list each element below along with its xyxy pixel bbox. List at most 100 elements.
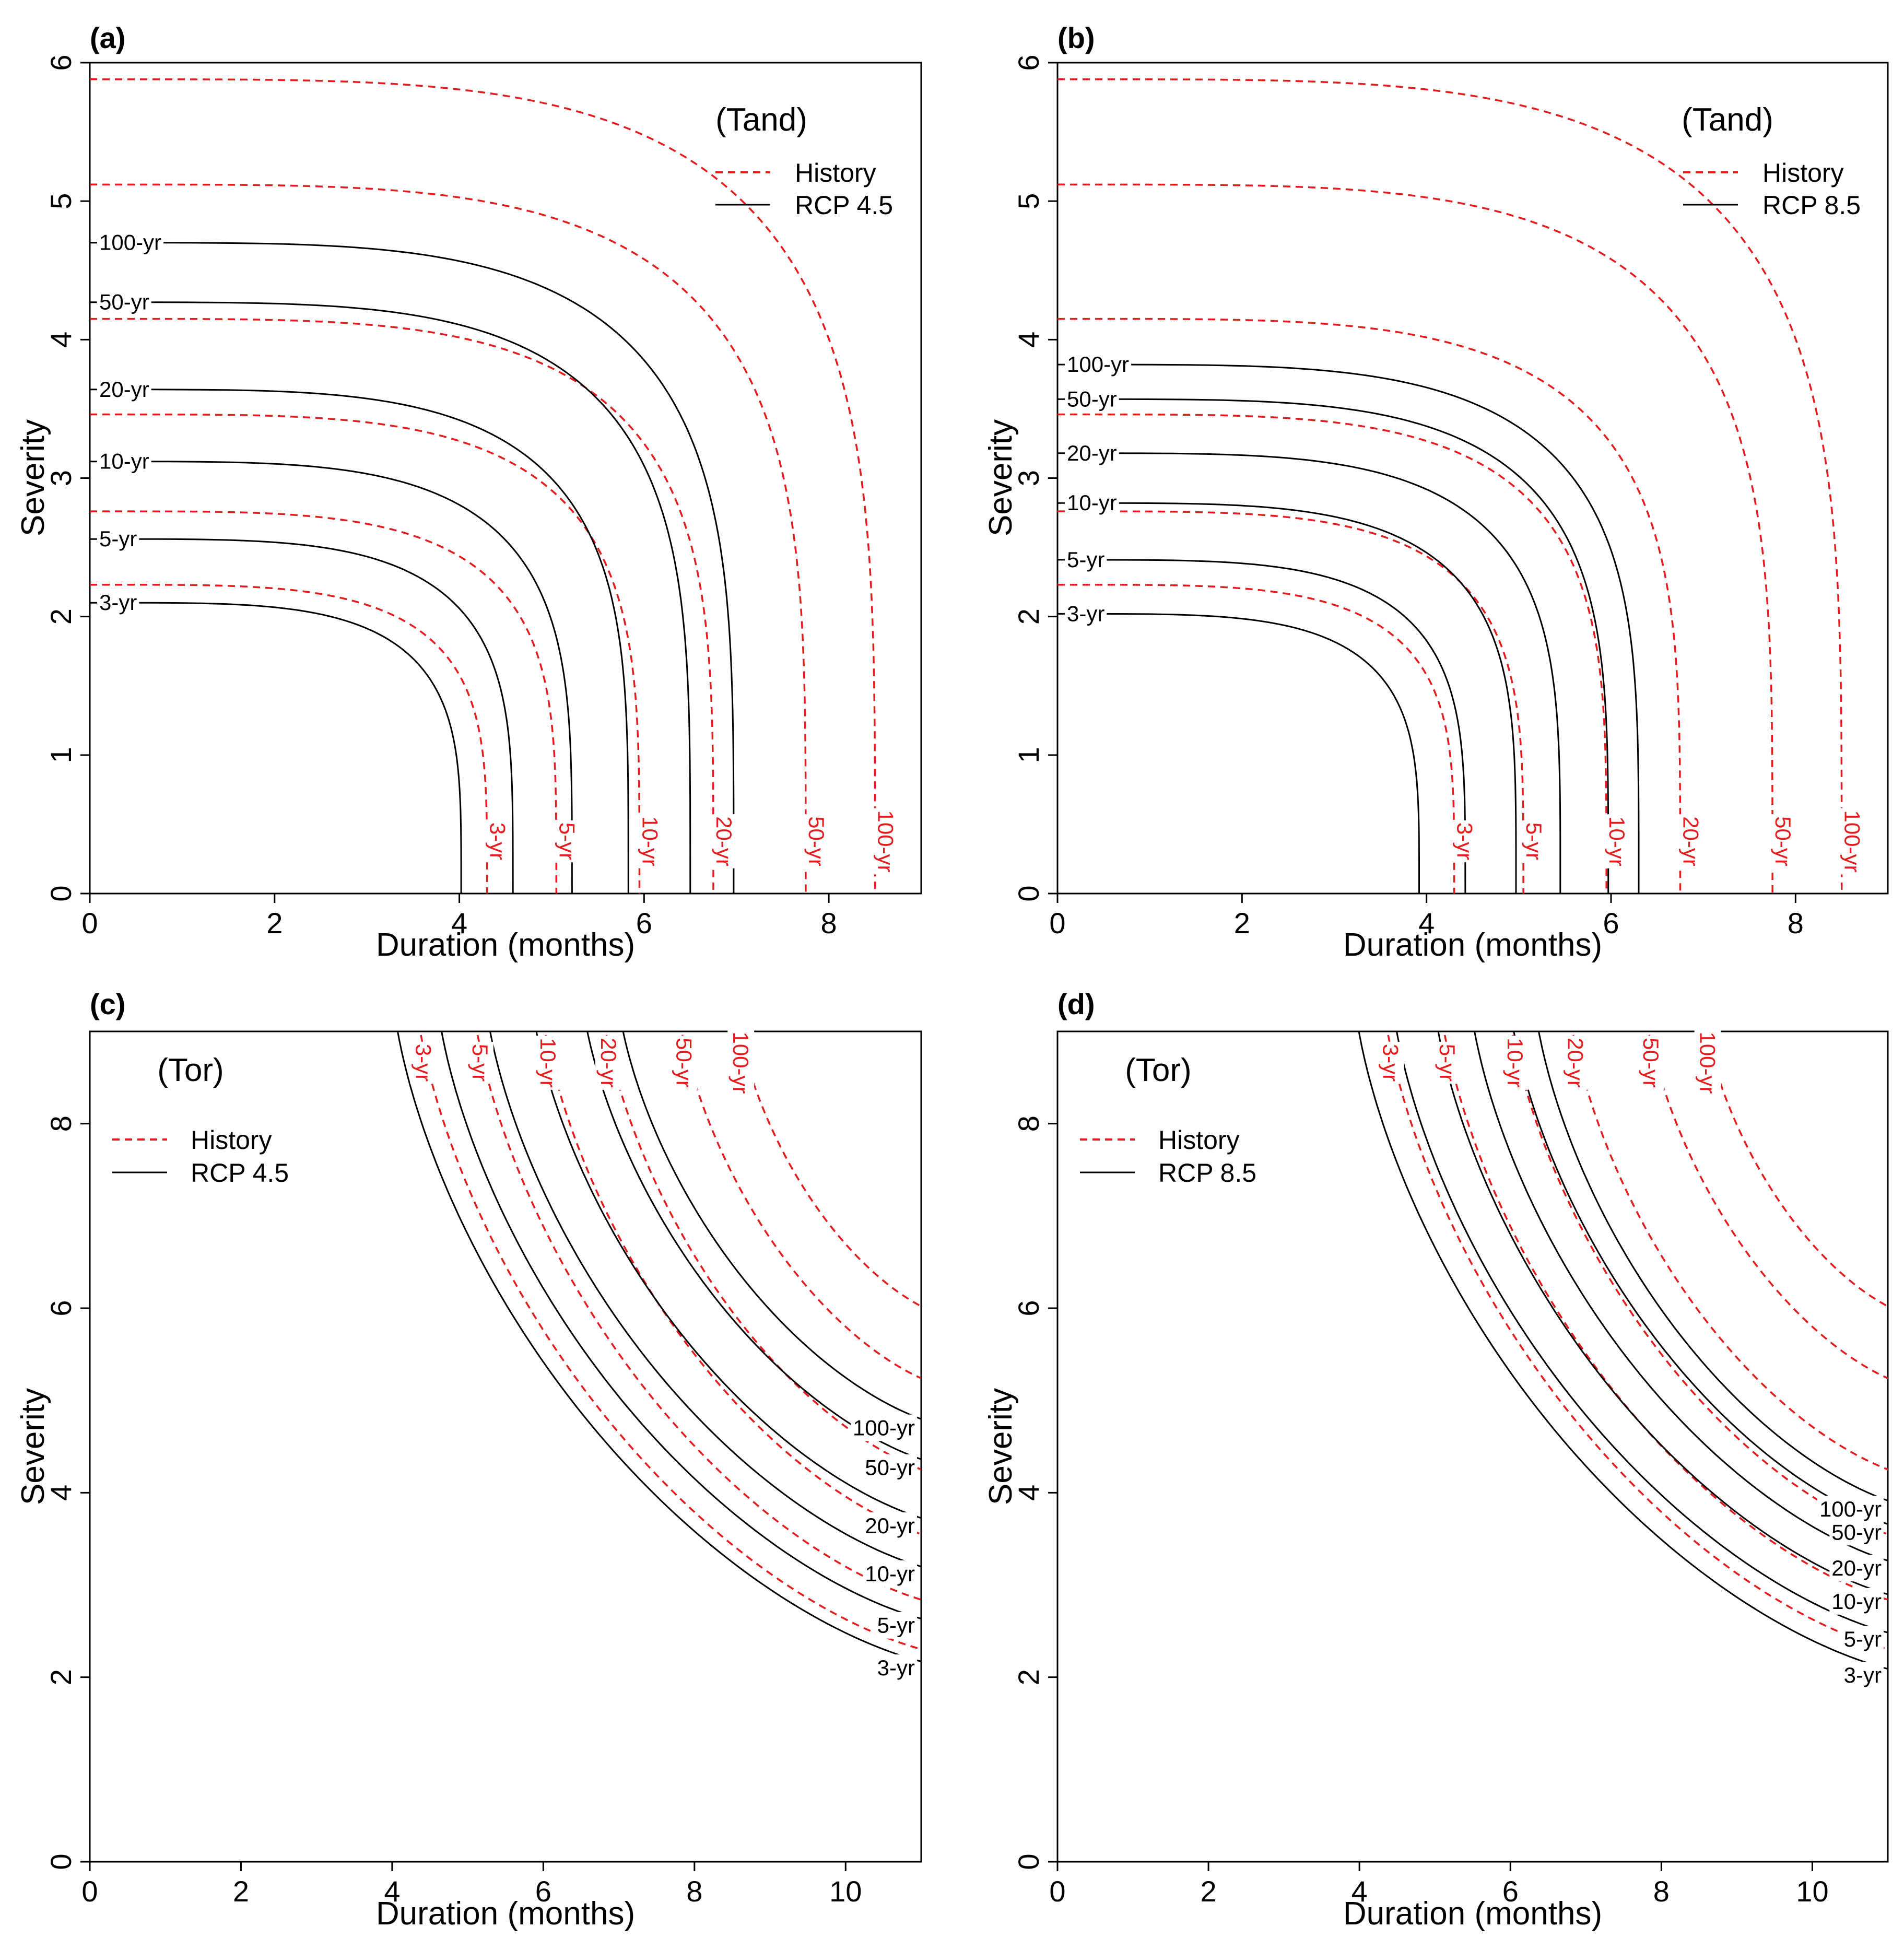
history-contour-10-yr	[90, 413, 641, 894]
legend-future-label: RCP 4.5	[795, 191, 893, 220]
future-contour-label-3-yr: 3-yr	[877, 1655, 915, 1680]
y-tick-label: 4	[44, 1485, 77, 1501]
history-contour-label-20-yr: 20-yr	[596, 1038, 621, 1088]
y-tick-label: 3	[44, 470, 77, 486]
x-axis-title: Duration (months)	[1343, 1896, 1602, 1932]
y-tick-label: 6	[44, 1300, 77, 1316]
future-contour-label-100-yr: 100-yr	[853, 1416, 915, 1440]
y-tick-label: 6	[1012, 54, 1045, 71]
contour-label-backdrop	[727, 1029, 755, 1096]
legend-title: (Tor)	[1125, 1052, 1191, 1088]
panel-label: (d)	[1057, 988, 1095, 1020]
panel-label: (b)	[1057, 21, 1095, 54]
contour-label-backdrop	[872, 808, 899, 875]
axis-ticks: 0 2 4 6 8 0 1 2 3 4 5 6	[44, 54, 837, 939]
y-tick-label: 0	[1012, 885, 1045, 901]
future-contour-20-yr	[1057, 452, 1561, 894]
future-contour-label-5-yr: 5-yr	[877, 1613, 915, 1638]
history-contour-label-50-yr: 50-yr	[1639, 1038, 1663, 1088]
contour-label-backdrop	[637, 814, 664, 868]
y-tick-label: 6	[1012, 1300, 1045, 1316]
x-tick-label: 4	[1351, 1875, 1368, 1908]
future-contour-label-100-yr: 100-yr	[99, 230, 161, 255]
x-tick-label: 0	[81, 907, 98, 939]
future-contour-label-20-yr: 20-yr	[1831, 1556, 1882, 1580]
history-contour-100-yr	[1057, 78, 1843, 894]
axis-ticks: 0 2 4 6 8 10 0 2 4 6 8	[1012, 1115, 1829, 1908]
history-contour-5-yr	[476, 1031, 921, 1601]
x-tick-label: 4	[451, 907, 467, 939]
contour-label-backdrop	[850, 1414, 917, 1441]
contour-label-backdrop	[97, 525, 139, 553]
contour-label-backdrop	[1839, 808, 1866, 875]
future-contour-label-10-yr: 10-yr	[1831, 1589, 1882, 1614]
history-contour-label-100-yr: 100-yr	[874, 810, 898, 872]
contour-label-backdrop	[1841, 1626, 1884, 1653]
y-tick-label: 8	[1012, 1115, 1045, 1132]
legend-history-label: History	[1158, 1125, 1240, 1155]
history-contour-label-3-yr: 3-yr	[1453, 823, 1477, 860]
history-contour-100-yr	[90, 78, 876, 894]
contour-label-backdrop	[1065, 439, 1119, 466]
contour-label-backdrop	[1065, 546, 1107, 573]
history-contour-label-5-yr: 5-yr	[1435, 1044, 1460, 1082]
contour-label-backdrop	[1770, 814, 1797, 868]
legend-title: (Tor)	[157, 1052, 224, 1088]
y-axis-title: Severity	[983, 419, 1019, 536]
future-contour-3-yr	[1057, 613, 1420, 894]
history-contour-label-50-yr: 50-yr	[1771, 816, 1795, 866]
axis-ticks: 0 2 4 6 8 0 1 2 3 4 5 6	[1012, 54, 1804, 939]
contour-label-backdrop	[1502, 1036, 1529, 1090]
legend-title: (Tand)	[715, 102, 807, 138]
contour-label-backdrop	[97, 589, 139, 616]
y-tick-label: 8	[44, 1115, 77, 1132]
history-contour-50-yr	[1057, 183, 1773, 894]
history-contour-label-100-yr: 100-yr	[1696, 1031, 1720, 1094]
legend-history-label: History	[191, 1125, 272, 1155]
future-contour-label-20-yr: 20-yr	[1067, 441, 1117, 465]
y-tick-label: 2	[44, 1669, 77, 1685]
contour-label-backdrop	[1521, 820, 1548, 863]
y-tick-label: 2	[1012, 1669, 1045, 1685]
future-contour-5-yr	[90, 538, 514, 894]
history-contour-50-yr	[680, 1031, 921, 1380]
future-contour-10-yr	[90, 461, 573, 894]
contour-label-backdrop	[97, 375, 151, 403]
y-tick-label: 0	[1012, 1853, 1045, 1870]
history-contour-label-5-yr: 5-yr	[1522, 823, 1546, 860]
future-contour-label-50-yr: 50-yr	[1831, 1520, 1882, 1544]
y-tick-label: 3	[1012, 470, 1045, 486]
history-contour-20-yr	[90, 318, 714, 894]
panel-label: (a)	[90, 21, 125, 54]
contour-label-backdrop	[1433, 1041, 1461, 1084]
x-tick-label: 0	[1049, 1875, 1065, 1908]
contour-label-backdrop	[875, 1612, 918, 1639]
contour-label-backdrop	[535, 1036, 562, 1090]
contour-label-backdrop	[1065, 600, 1107, 627]
contour-label-backdrop	[863, 1454, 917, 1481]
future-contour-20-yr	[90, 389, 629, 894]
future-contour-label-50-yr: 50-yr	[865, 1455, 915, 1480]
future-contour-label-10-yr: 10-yr	[865, 1561, 915, 1586]
panel-d: (d) 0 2 4 6 8 10 0 2 4 6 8 (Tor) History RCP 8.5 D…	[983, 988, 1889, 1932]
legend-history-label: History	[795, 158, 876, 187]
future-contour-label-10-yr: 10-yr	[99, 449, 149, 474]
x-tick-label: 2	[266, 907, 283, 939]
history-contour-100-yr	[737, 1031, 921, 1308]
y-tick-label: 1	[1012, 747, 1045, 763]
x-tick-label: 4	[384, 1875, 400, 1908]
history-contour-label-50-yr: 50-yr	[672, 1038, 697, 1088]
y-tick-label: 4	[44, 332, 77, 348]
contour-label-backdrop	[554, 820, 581, 863]
contour-label-backdrop	[671, 1036, 698, 1090]
legend-future-label: RCP 8.5	[1158, 1158, 1256, 1188]
contour-label-backdrop	[863, 1512, 917, 1539]
contour-label-backdrop	[1829, 1519, 1884, 1546]
future-contour-100-yr	[1538, 1031, 1888, 1502]
future-contour-label-3-yr: 3-yr	[1844, 1663, 1882, 1687]
y-tick-label: 4	[1012, 1485, 1045, 1501]
contour-label-backdrop	[1638, 1036, 1665, 1090]
x-tick-label: 2	[1201, 1875, 1217, 1908]
